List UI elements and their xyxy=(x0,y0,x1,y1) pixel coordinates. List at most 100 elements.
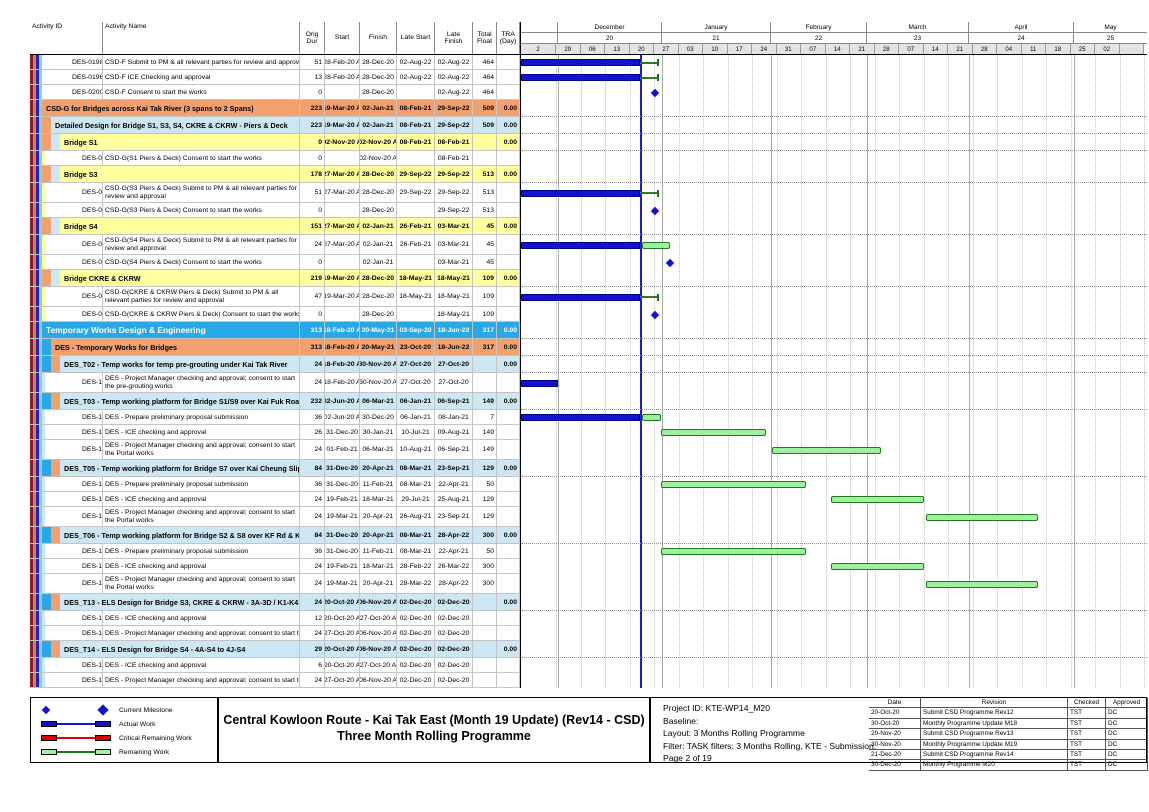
row-level-stripes xyxy=(30,270,42,286)
band-value-cell: 151 xyxy=(300,218,325,234)
month-gridline xyxy=(867,55,868,688)
milestone-diamond-icon xyxy=(41,705,51,715)
level-stripe xyxy=(30,373,33,392)
level-stripe xyxy=(33,270,36,286)
band-value-cell: 18-Feb-20 A xyxy=(325,322,360,338)
level-stripe xyxy=(36,527,39,543)
activity-value-cell: 109 xyxy=(473,287,497,306)
activity-value-cell xyxy=(497,544,520,558)
legend-item: Critical Remaining Work xyxy=(37,731,217,745)
level-stripe xyxy=(33,134,36,150)
level-stripe xyxy=(39,527,42,543)
row-level-stripes xyxy=(30,255,45,269)
band-title: Temporary Works Design & Engineering xyxy=(46,325,206,335)
level-stripe xyxy=(30,339,33,355)
activity-value-cell: 30-Nov-20 A xyxy=(360,373,397,392)
remaining-work-line xyxy=(640,61,657,64)
activity-value-cell: 513 xyxy=(473,183,497,202)
band-value-cell: 45 xyxy=(473,218,497,234)
row-level-stripes xyxy=(30,117,42,133)
level-stripe xyxy=(33,70,36,84)
remaining-work-bar xyxy=(642,414,661,421)
band-value-cell: 317 xyxy=(473,322,497,338)
level-stripe xyxy=(30,134,33,150)
band-title-cell: Bridge CKRE & CKRW xyxy=(30,270,300,286)
band-value-cell: 23-Oct-20 xyxy=(397,339,435,355)
timeline-month-label: April xyxy=(969,22,1074,33)
level-stripe xyxy=(33,356,36,372)
remaining-work-bar xyxy=(926,513,1038,521)
activity-value-cell xyxy=(497,574,520,593)
activity-name-cell: DES - Project Manager checking and appro… xyxy=(103,440,300,459)
band-value-cell: 0.00 xyxy=(497,393,520,409)
band-title-cell: DES_T13 - ELS Design for Bridge S3, CKRE… xyxy=(30,594,300,610)
activity-value-cell: 109 xyxy=(473,307,497,321)
revision-row: 20-Nov-20 Submit CSD Programme Rev13 TST DC xyxy=(869,729,1148,740)
band-title-cell: DES_T06 - Temp working platform for Brid… xyxy=(30,527,300,543)
activity-name: CSD-G(CKRE & CKRW Piers & Deck) Consent … xyxy=(105,310,300,318)
column-header-label: Orig Dur xyxy=(305,30,319,46)
band-title-cell: CSD-G for Bridges across Kai Tak River (… xyxy=(30,100,300,116)
activity-value-cell: 28-Dec-20 xyxy=(360,70,397,84)
activity-value-cell: 27-Oct-20 A xyxy=(325,626,360,640)
row-level-stripes xyxy=(30,100,42,116)
activity-value-cell xyxy=(325,307,360,321)
column-header-label: Late Finish xyxy=(444,30,463,46)
activity-name-cell: DES - Project Manager checking and appro… xyxy=(103,373,300,392)
activity-value-cell: 20-Apr-21 xyxy=(360,574,397,593)
activity-value-cell xyxy=(497,673,520,687)
activity-value-cell: 28-Mar-22 xyxy=(397,574,435,593)
level-stripe xyxy=(30,307,33,321)
table-row: DES-1322DES - Project Manager checking a… xyxy=(30,440,520,460)
level-stripe xyxy=(33,611,36,625)
project-id: Project ID: KTE-WP14_M20 xyxy=(663,703,770,713)
activity-name: CSD-F Consent to start the works xyxy=(105,88,207,96)
activity-name: DES - ICE checking and approval xyxy=(105,614,207,622)
level-stripe xyxy=(39,492,42,506)
remaining-work-line xyxy=(640,192,657,194)
timeline-week-label: 31 xyxy=(776,44,801,54)
level-stripe xyxy=(33,255,36,269)
week-gridline xyxy=(727,55,729,688)
activity-name: DES - Project Manager checking and appro… xyxy=(105,575,296,591)
level-stripe xyxy=(36,425,39,439)
revision-cell: 21-Dec-20 xyxy=(869,749,921,760)
timeline-week-label: 27 xyxy=(654,44,679,54)
activity-value-cell: 28-Dec-20 xyxy=(360,287,397,306)
timeline-month-number: 24 xyxy=(969,33,1074,44)
level-stripe xyxy=(30,574,33,593)
level-stripe xyxy=(36,235,39,254)
timeline-week-label: 28 xyxy=(972,44,997,54)
timeline-week-label: 28 xyxy=(874,44,899,54)
activity-value-cell: 7 xyxy=(473,410,497,424)
week-gridline xyxy=(801,55,802,688)
band-value-cell: 06-Nov-20 A xyxy=(360,641,397,657)
activity-value-cell: 28-Feb-22 xyxy=(397,559,435,573)
level-stripe xyxy=(33,574,36,593)
band-value-cell: 19-Mar-20 A xyxy=(325,100,360,116)
activity-value-cell: 0 xyxy=(300,85,325,99)
level-stripe xyxy=(33,218,36,234)
band-title-cell: Bridge S1 xyxy=(30,134,300,150)
activity-id-cell: DES-1364 xyxy=(30,673,103,687)
level-stripe xyxy=(30,356,33,372)
band-value-cell: 02-Jan-21 xyxy=(360,117,397,133)
band-title: Bridge CKRE & CKRW xyxy=(64,273,141,283)
activity-name: DES - ICE checking and approval xyxy=(105,562,207,570)
row-level-stripes xyxy=(30,203,45,217)
level-stripe xyxy=(30,151,33,165)
row-level-stripes xyxy=(30,356,42,372)
timeline-week-label: 02 xyxy=(1095,44,1120,54)
activity-value-cell: 02-Nov-20 A xyxy=(360,151,397,165)
activity-value-cell: 02-Aug-22 xyxy=(435,70,473,84)
activity-value-cell: 18-Feb-20 A xyxy=(325,373,360,392)
level-stripe xyxy=(33,673,36,687)
table-row: DES-0232CSD-G(S1 Piers & Deck) Consent t… xyxy=(30,151,520,166)
gantt-task-row xyxy=(521,235,1147,255)
activity-value-cell: 06-Sep-21 xyxy=(435,440,473,459)
revision-cell: TST xyxy=(1068,718,1106,729)
level-stripe xyxy=(39,477,42,491)
level-stripe xyxy=(36,100,39,116)
